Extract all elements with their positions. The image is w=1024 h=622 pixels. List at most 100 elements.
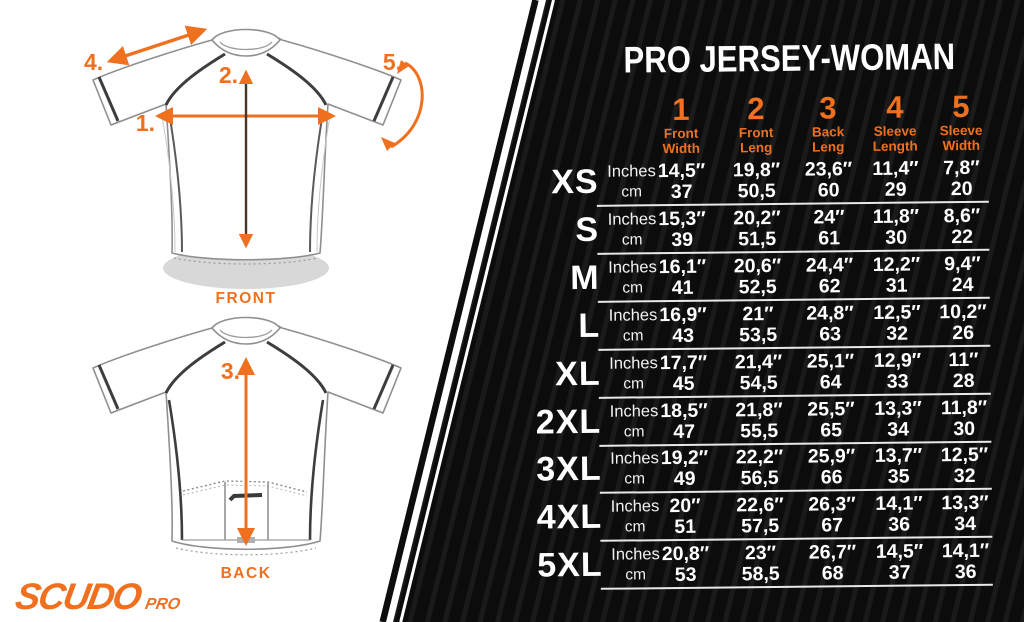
edge-black-stripe [379, 0, 539, 622]
brand-logo-sub: PRO [143, 596, 182, 613]
cell: 12,9″ 33 [873, 349, 922, 393]
cell: 13,3″ 34 [874, 397, 922, 441]
table-row-xs: XS Inches cm 14,5″ 37 19,8″ 50,5 23,6″ 60 11… [518, 155, 1022, 206]
size-label: 3XL [536, 449, 602, 489]
cell: 13,3″ 34 [941, 491, 989, 536]
cell: 20,6″ 52,5 [733, 254, 782, 299]
cell: 21″ 53,5 [739, 302, 778, 347]
table-row-l: L Inches cm 16,9″ 43 21″ 53,5 24,8″ 63 12,5″… [520, 299, 1024, 350]
cell: 14,5″ 37 [875, 540, 924, 584]
cell: 25,1″ 64 [806, 350, 855, 394]
cell: 14,1″ 36 [941, 539, 990, 584]
size-table: PRO JERSEY-WOMAN 1 2 3 4 5 Front Width Fr… [517, 32, 1024, 597]
arrow-4-sleeve-length [106, 25, 208, 66]
cell: 12,5″ 32 [873, 301, 921, 345]
brand-logo-main: SCUDO [12, 576, 144, 617]
cell: 11,8″ 30 [940, 396, 988, 441]
arrow-5-top-head [397, 60, 409, 74]
back-hem-dotted-line [175, 547, 317, 556]
arrow-5-bottom-head [381, 137, 395, 151]
cell: 23″ 58,5 [741, 541, 780, 586]
cell: 11,4″ 29 [872, 157, 919, 201]
cell: 8,6″ 22 [943, 204, 981, 249]
front-jersey-diagram: 4. 2. 1. 5. FRONT [84, 25, 424, 307]
column-header-sleeve-width: Sleeve Width [939, 122, 983, 153]
back-left-side-seam [167, 399, 184, 541]
size-label: M [570, 258, 600, 298]
cell: 18,5″ 47 [660, 399, 708, 444]
cell: 19,8″ 50,5 [732, 158, 781, 203]
table-row-xl: XL Inches cm 17,7″ 45 21,4″ 54,5 25,1″ 64 12… [520, 347, 1024, 398]
cell: 7,8″ 20 [943, 156, 980, 201]
cell: 13,7″ 35 [874, 444, 923, 488]
table-row-m: M Inches cm 16,1″ 41 20,6″ 52,5 24,4″ 62 12,… [519, 251, 1023, 302]
cell: 25,5″ 65 [807, 398, 855, 442]
front-right-side-seam [309, 111, 324, 253]
cell: 26,3″ 67 [808, 493, 856, 537]
cell: 17,7″ 45 [659, 351, 708, 396]
cell: 21,8″ 55,5 [735, 398, 783, 443]
front-right-panel-line [316, 115, 331, 253]
size-label: XS [551, 162, 599, 202]
brand-logo: SCUDOPRO [12, 576, 185, 618]
column-header-sleeve-length: Sleeve Length [872, 123, 918, 154]
black-panel [393, 0, 1024, 622]
cell: 20,2″ 51,5 [733, 206, 781, 251]
size-label: L [578, 306, 601, 346]
jersey-diagrams: 4. 2. 1. 5. FRONT 3. [84, 25, 424, 582]
size-label: S [575, 210, 600, 250]
cell: 16,9″ 43 [659, 303, 707, 348]
cell: 24,8″ 63 [806, 302, 854, 346]
cell: 20,8″ 53 [661, 542, 710, 587]
cell: 11″ 28 [948, 348, 979, 393]
front-left-cuff-band [97, 76, 120, 122]
cell: 16,1″ 41 [658, 255, 707, 300]
table-row-s: S Inches cm 15,3″ 39 20,2″ 51,5 24″ 61 11,8″… [519, 203, 1023, 254]
marker-3-label: 3. [221, 358, 240, 384]
size-label: 5XL [537, 545, 603, 585]
cell: 12,2″ 31 [872, 253, 921, 297]
back-right-side-seam [308, 399, 325, 541]
cell: 14,5″ 37 [657, 159, 706, 204]
front-left-side-seam [168, 111, 183, 253]
front-left-raglan-seam [164, 52, 226, 106]
marker-2-label: 2. [219, 62, 238, 88]
table-row-3xl: 3XL Inches cm 19,2″ 49 22,2″ 56,5 25,9″ 66 1… [521, 442, 1024, 493]
back-collar [210, 316, 282, 345]
cell: 15,3″ 39 [658, 207, 706, 252]
arrow-5-sleeve-width-arc [390, 61, 424, 149]
cell: 22,6″ 57,5 [736, 493, 784, 538]
front-view-label: FRONT [216, 290, 277, 307]
size-label: 2XL [535, 402, 602, 442]
cell: 10,2″ 26 [939, 300, 987, 345]
cell: 26,7″ 68 [808, 541, 857, 585]
table-row-2xl: 2XL Inches cm 18,5″ 47 21,8″ 55,5 25,5″ 65 1… [521, 395, 1024, 446]
column-number-4: 4 [886, 89, 904, 125]
cell: 12,5″ 32 [940, 443, 989, 488]
back-left-cuff-band [97, 364, 120, 410]
table-title: PRO JERSEY-WOMAN [623, 36, 956, 81]
front-right-cuff-band [372, 76, 395, 122]
cell: 14,1″ 36 [875, 492, 923, 536]
back-right-raglan-seam [266, 340, 328, 394]
front-hem-dotted-line [173, 257, 319, 265]
table-row-4xl: 4XL Inches cm 20″ 51 22,6″ 57,5 26,3″ 67 14,… [522, 490, 1024, 541]
column-header-front-leng: Front Leng [738, 124, 774, 155]
marker-4-label: 4. [84, 49, 103, 75]
back-left-raglan-seam [164, 340, 226, 394]
table-row-5xl: 5XL Inches cm 20,8″ 53 23″ 58,5 26,7″ 68 14,… [522, 538, 1024, 589]
size-label: XL [554, 354, 601, 394]
back-view-label: BACK [221, 565, 272, 582]
edge-white-stripe [399, 0, 555, 622]
cell: 24″ 61 [813, 206, 845, 250]
front-right-raglan-seam [266, 52, 328, 106]
cell: 21,4″ 54,5 [734, 350, 783, 395]
column-header-back-leng: Back Leng [811, 124, 845, 155]
marker-5-label: 5. [383, 49, 402, 75]
column-number-5: 5 [952, 88, 970, 125]
front-collar-inner-line [219, 41, 273, 51]
cell: 19,2″ 49 [660, 446, 709, 491]
cell: 24,4″ 62 [805, 254, 854, 298]
column-number-1: 1 [672, 91, 690, 128]
